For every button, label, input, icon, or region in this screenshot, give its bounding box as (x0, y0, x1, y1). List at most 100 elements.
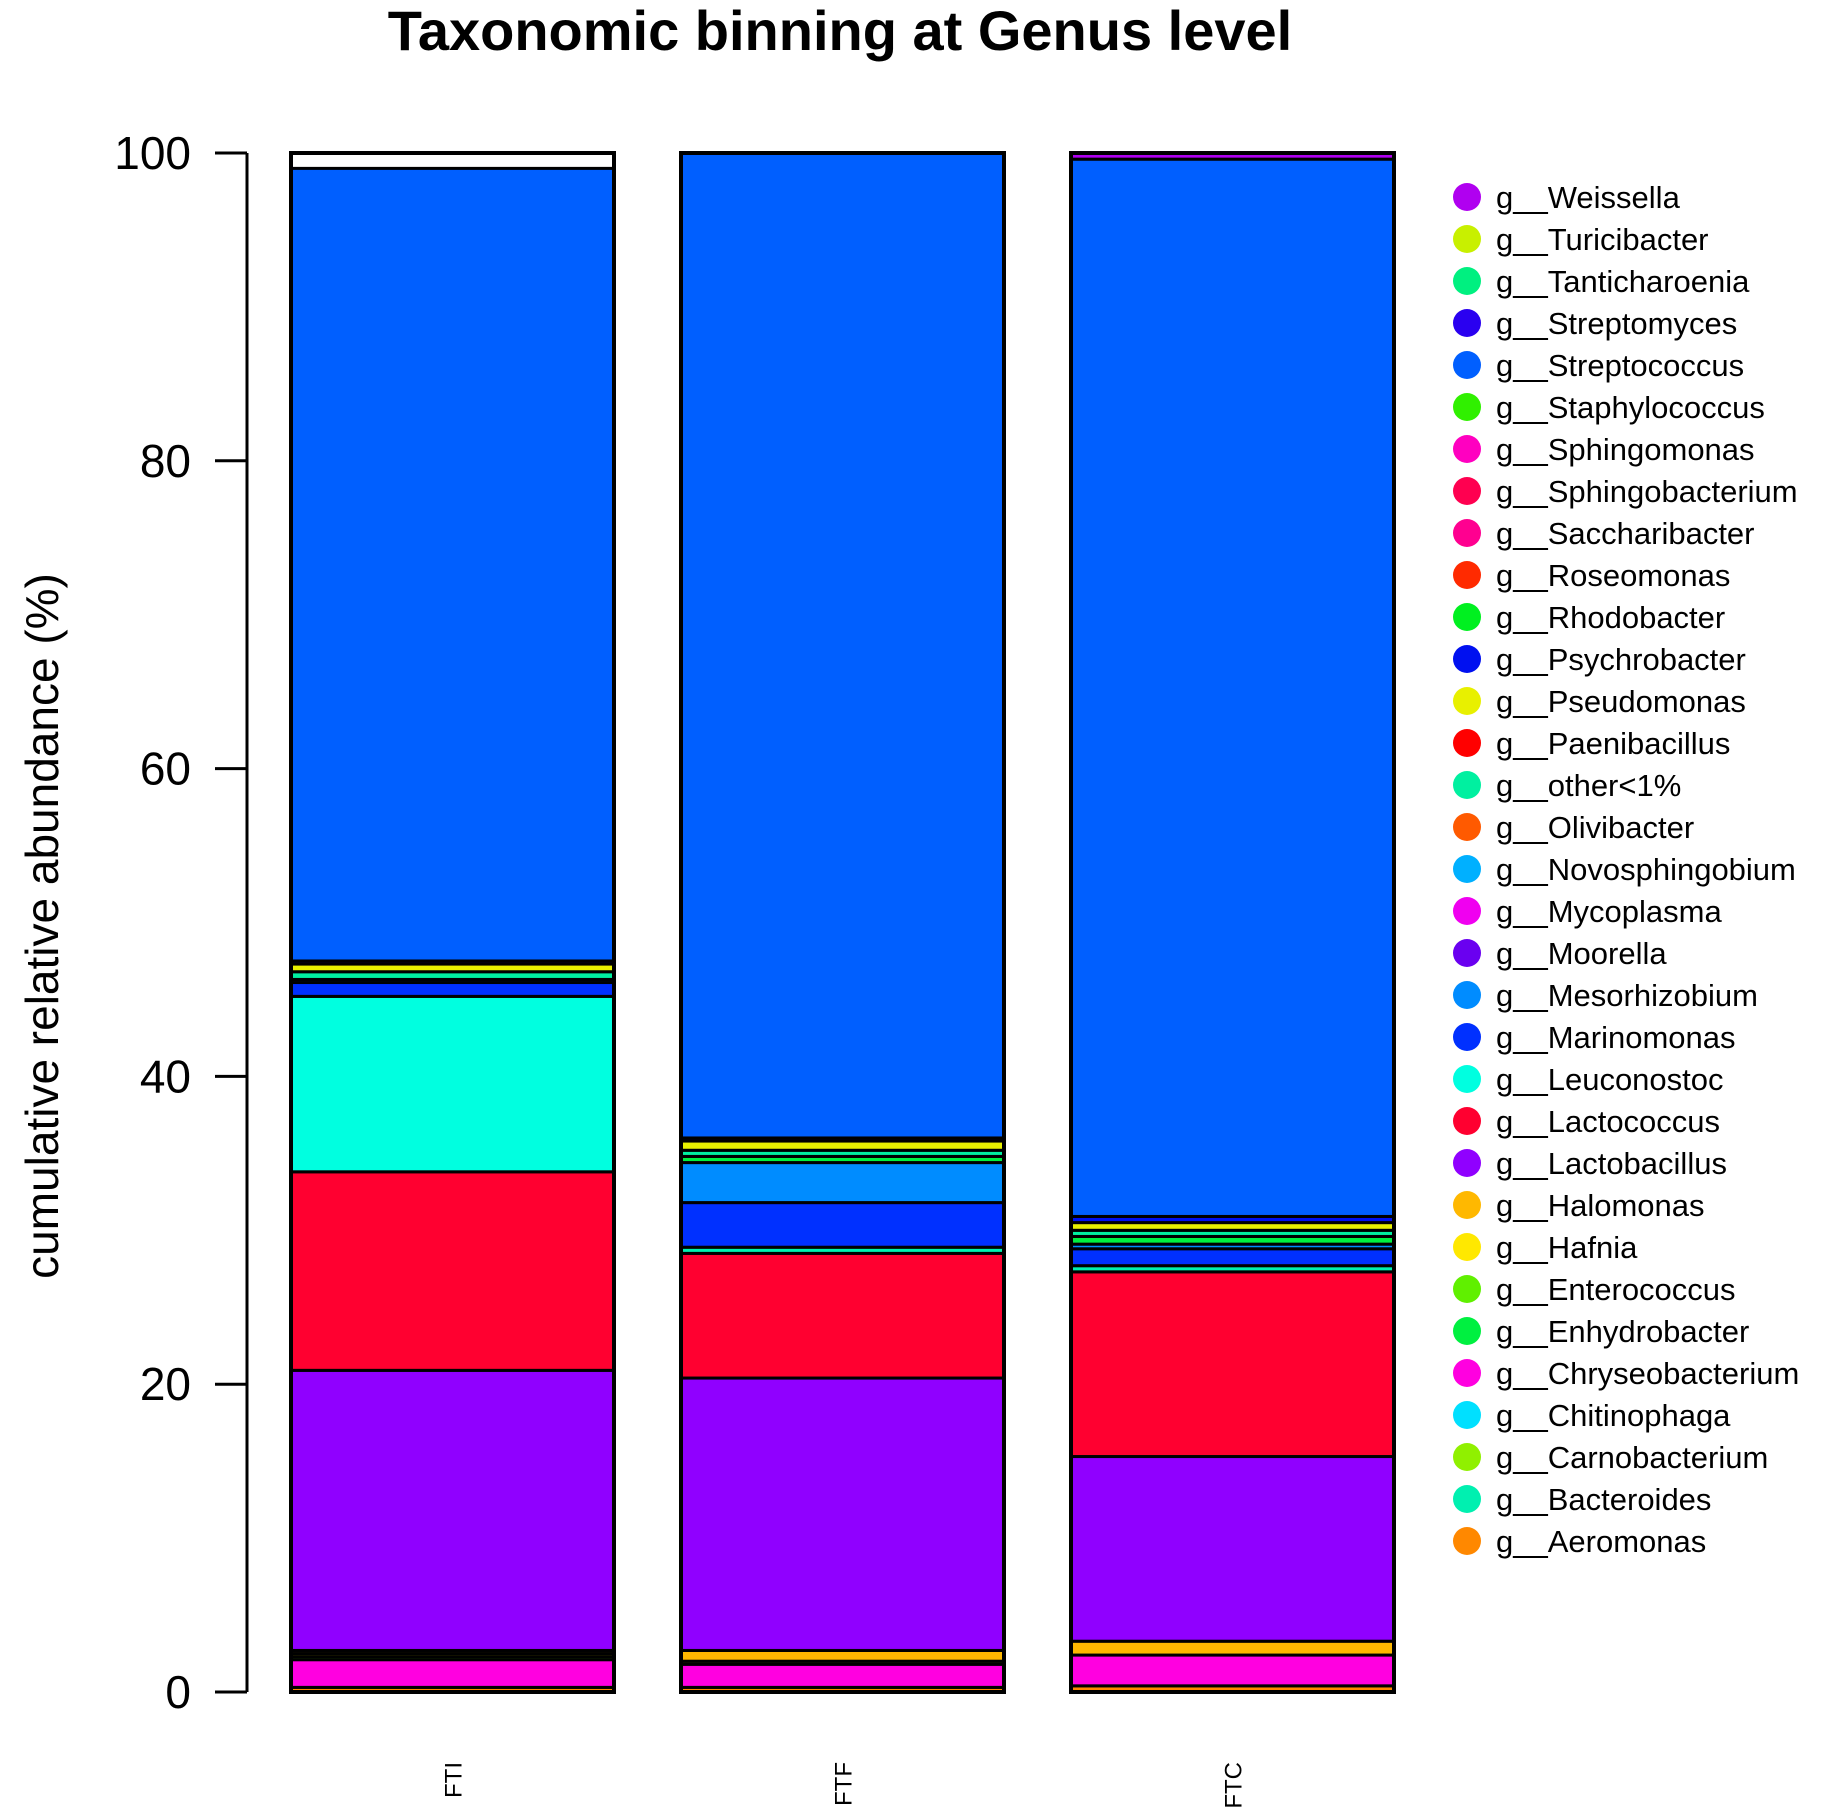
legend-swatch (1453, 1359, 1481, 1387)
legend-swatch (1453, 603, 1481, 631)
bar-segment (289, 1368, 616, 1652)
legend-item: g__Rhodobacter (1453, 600, 1725, 635)
legend-label: g__Hafnia (1496, 1230, 1638, 1265)
legend-item: g__Chitinophaga (1453, 1398, 1731, 1433)
legend-label: g__Lactobacillus (1496, 1146, 1727, 1181)
legend-item: g__Tanticharoenia (1453, 264, 1750, 299)
bar-segment (289, 981, 616, 998)
legend-label: g__Halomonas (1496, 1188, 1705, 1223)
legend-swatch (1453, 351, 1481, 379)
legend: g__Weissella g__Turicibacter g__Tanticharo… (1453, 180, 1799, 1559)
bar-segment (679, 1648, 1006, 1663)
legend-label: g__Olivibacter (1496, 810, 1694, 845)
legend-item: g__Pseudomonas (1453, 684, 1746, 719)
bar-outline (1069, 151, 1396, 1694)
y-tick-label: 60 (140, 743, 191, 795)
legend-item: g__Mesorhizobium (1453, 978, 1758, 1013)
y-axis: 0 20 40 60 80 100 (114, 127, 249, 1718)
legend-swatch (1453, 1317, 1481, 1345)
legend-item: g__Psychrobacter (1453, 642, 1746, 677)
legend-label: g__Streptococcus (1496, 348, 1744, 383)
legend-item: g__Streptococcus (1453, 348, 1744, 383)
legend-swatch (1453, 309, 1481, 337)
legend-item: g__Roseomonas (1453, 558, 1730, 593)
legend-swatch (1453, 1023, 1481, 1051)
legend-item: g__Sphingobacterium (1453, 474, 1798, 509)
legend-item: g__Mycoplasma (1453, 894, 1722, 929)
legend-label: g__Leuconostoc (1496, 1062, 1724, 1097)
legend-item: g__Weissella (1453, 180, 1681, 215)
legend-label: g__Rhodobacter (1496, 600, 1725, 635)
y-tick-label: 40 (140, 1050, 191, 1102)
legend-label: g__Lactococcus (1496, 1104, 1720, 1139)
legend-label: g__Mycoplasma (1496, 894, 1722, 929)
bar-FTC (1069, 151, 1396, 1694)
legend-swatch (1453, 477, 1481, 505)
bar-segment (289, 994, 616, 1174)
legend-swatch (1453, 225, 1481, 253)
legend-label: g__Sphingomonas (1496, 432, 1755, 467)
legend-swatch (1453, 897, 1481, 925)
legend-label: g__Sphingobacterium (1496, 474, 1798, 509)
legend-item: g__Leuconostoc (1453, 1062, 1724, 1097)
legend-label: g__Carnobacterium (1496, 1440, 1768, 1475)
legend-label: g__Enhydrobacter (1496, 1314, 1749, 1349)
legend-swatch (1453, 771, 1481, 799)
legend-swatch (1453, 645, 1481, 673)
legend-swatch (1453, 687, 1481, 715)
legend-swatch (1453, 855, 1481, 883)
legend-label: g__Chryseobacterium (1496, 1356, 1799, 1391)
legend-item: g__Lactococcus (1453, 1104, 1720, 1139)
legend-label: g__Moorella (1496, 936, 1667, 971)
legend-label: g__Enterococcus (1496, 1272, 1736, 1307)
legend-item: g__Chryseobacterium (1453, 1356, 1799, 1391)
legend-item: g__Turicibacter (1453, 222, 1709, 257)
legend-item: g__Aeromonas (1453, 1524, 1706, 1559)
bar-segment (289, 1170, 616, 1372)
legend-swatch (1453, 1401, 1481, 1429)
legend-swatch (1453, 729, 1481, 757)
legend-item: g__Enterococcus (1453, 1272, 1736, 1307)
legend-swatch (1453, 1443, 1481, 1471)
legend-item: g__Saccharibacter (1453, 516, 1755, 551)
legend-label: g__Bacteroides (1496, 1482, 1711, 1517)
bar-segment (1069, 157, 1396, 1218)
legend-item: g__Enhydrobacter (1453, 1314, 1749, 1349)
legend-item: g__Carnobacterium (1453, 1440, 1768, 1475)
legend-item: g__Sphingomonas (1453, 432, 1755, 467)
legend-item: g__Lactobacillus (1453, 1146, 1727, 1181)
legend-item: g__Novosphingobium (1453, 852, 1796, 887)
y-axis-label: cumulative relative abundance (%) (16, 573, 68, 1279)
bar-segment (679, 1161, 1006, 1205)
bar-outline (679, 151, 1006, 1694)
legend-item: g__Halomonas (1453, 1188, 1705, 1223)
legend-swatch (1453, 393, 1481, 421)
x-axis-labels: FTI FTF FTC (441, 1762, 1248, 1809)
legend-label: g__Staphylococcus (1496, 390, 1765, 425)
y-tick-label: 20 (140, 1358, 191, 1410)
legend-swatch (1453, 1191, 1481, 1219)
legend-swatch (1453, 939, 1481, 967)
legend-item: g__Paenibacillus (1453, 726, 1730, 761)
legend-item: g__Olivibacter (1453, 810, 1694, 845)
legend-item: g__Moorella (1453, 936, 1667, 971)
y-tick-label: 100 (114, 127, 191, 179)
x-tick-label: FTI (441, 1762, 468, 1798)
x-tick-label: FTC (1221, 1762, 1248, 1809)
x-tick-label: FTF (831, 1762, 858, 1806)
bar-segment (1069, 1270, 1396, 1459)
legend-label: g__Tanticharoenia (1496, 264, 1750, 299)
chart-title: Taxonomic binning at Genus level (388, 0, 1292, 62)
legend-label: g__Streptomyces (1496, 306, 1737, 341)
y-tick-label: 80 (140, 435, 191, 487)
legend-swatch (1453, 561, 1481, 589)
bar-segment (1069, 1653, 1396, 1688)
bars-group (289, 151, 1396, 1694)
legend-label: g__Turicibacter (1496, 222, 1709, 257)
legend-swatch (1453, 1107, 1481, 1135)
legend-label: g__Mesorhizobium (1496, 978, 1758, 1013)
bar-segment (679, 1662, 1006, 1689)
bar-FTF (679, 151, 1006, 1694)
bar-segment (1069, 1455, 1396, 1643)
